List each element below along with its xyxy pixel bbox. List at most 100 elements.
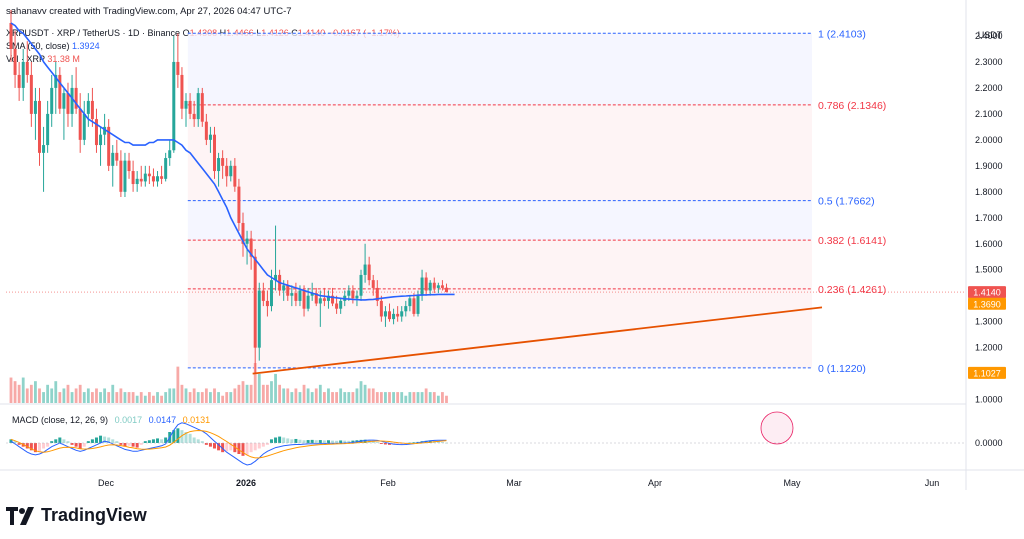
macd-hist-bar (172, 430, 176, 443)
volume-bar (135, 395, 139, 403)
macd-hist-bar (379, 443, 383, 444)
candle-body (156, 176, 160, 182)
volume-legend[interactable]: Vol · XRP 31.38 M (6, 53, 80, 65)
volume-bar (318, 384, 322, 403)
macd-hist-bar (274, 437, 278, 443)
volume-bar (424, 388, 428, 403)
support-trendline (252, 306, 823, 375)
candle-body (375, 287, 379, 301)
currency-label[interactable]: USDT (978, 30, 1003, 40)
brand-name: TradingView (41, 505, 147, 525)
volume-bar (213, 388, 216, 403)
volume-bar (436, 395, 440, 403)
volume-bar (209, 392, 212, 403)
volume-bar (107, 392, 111, 403)
volume-bar (115, 392, 119, 403)
candle-body (326, 295, 330, 301)
macd-legend: MACD (close, 12, 26, 9) 0.0017 0.0147 0.… (12, 415, 210, 425)
macd-hist-bar (135, 443, 139, 448)
candle-body (58, 74, 62, 109)
volume-bar (412, 392, 416, 403)
macd-hist-bar (322, 440, 326, 443)
volume-bar (408, 392, 412, 403)
candle-body (302, 290, 306, 309)
candle-body (383, 311, 387, 317)
candle-body (13, 48, 17, 75)
candle-body (335, 303, 339, 309)
candle-body (351, 290, 355, 299)
fib-zone (187, 288, 813, 368)
candle-body (46, 113, 50, 146)
macd-hist-bar (131, 443, 135, 447)
macd-hist-bar (90, 439, 94, 443)
tradingview-brand[interactable]: TradingView (6, 505, 147, 526)
volume-bar (347, 392, 351, 403)
volume-bar (111, 384, 115, 403)
y-tick-label: 1.0000 (975, 395, 1003, 405)
fib-retracement[interactable]: 1 (2.4103) 0.786 (2.1346) 0.5 (1.7662) 0.38… (187, 28, 887, 375)
volume-bar (400, 392, 404, 403)
volume-bar (253, 363, 257, 403)
fib-level-label: 0.382 (1.6141) (818, 235, 886, 247)
volume-bar (355, 388, 359, 403)
macd-hist-bar (196, 439, 200, 443)
macd-hist-bar (151, 439, 155, 443)
macd-hist-bar (388, 443, 392, 445)
macd-hist-bar (156, 438, 160, 443)
candle-body (192, 113, 196, 120)
candle-body (314, 293, 318, 304)
macd-hist-bar (237, 443, 241, 454)
volume-bar (371, 388, 375, 403)
candle-body (424, 277, 428, 291)
y-tick-label: 1.5000 (975, 265, 1003, 275)
macd-hist-bar (99, 435, 103, 443)
symbol-name[interactable]: XRPUSDT · XRP / TetherUS · 1D · Binance (6, 28, 181, 38)
trendline[interactable] (252, 306, 823, 375)
volume-bar (306, 388, 310, 403)
volume-bar (46, 384, 50, 403)
volume-bar (225, 392, 229, 403)
candle-body (160, 176, 164, 179)
candle-body (310, 293, 314, 296)
candle-body (86, 100, 90, 114)
y-tick-label: 1.6000 (975, 239, 1003, 249)
volume-bar (25, 388, 29, 403)
candle-body (420, 277, 424, 296)
volume-bar (229, 392, 233, 403)
macd-line (10, 422, 447, 466)
volume-bar (78, 384, 82, 403)
volume-bar (404, 395, 408, 403)
candle-body (33, 100, 37, 114)
macd-hist-bar (314, 440, 318, 443)
macd-hist-bar (9, 439, 13, 443)
macd-hist-bar (86, 441, 90, 443)
volume-bar (21, 377, 25, 403)
macd-hist-bar (115, 441, 119, 443)
candle-body (225, 165, 229, 177)
macd-hist-bar (74, 443, 78, 447)
candle-body (119, 160, 123, 192)
macd-hist-bar (82, 443, 86, 447)
sma-legend[interactable]: SMA (50, close) 1.3924 (6, 40, 100, 52)
macd-hist-bar (46, 443, 50, 447)
macd-hist-bar (70, 443, 74, 445)
price-label-box (968, 366, 1006, 379)
macd-hist-bar (37, 443, 41, 452)
candle-body (229, 165, 233, 177)
candle-body (371, 280, 375, 288)
volume-bar (416, 392, 420, 403)
volume-bar (204, 388, 208, 403)
macd-hist-bar (58, 437, 62, 443)
candle-body (90, 100, 94, 120)
candle-body (318, 298, 322, 304)
macd-hist-bar (139, 443, 143, 445)
fib-zone (187, 104, 813, 201)
volume-bar (282, 388, 286, 403)
candle-body (139, 178, 143, 182)
volume-bar (152, 395, 155, 403)
volume-bar (327, 388, 330, 403)
macd-hist-bar (184, 432, 188, 443)
candle-body (188, 100, 192, 114)
candle-body (392, 313, 396, 320)
